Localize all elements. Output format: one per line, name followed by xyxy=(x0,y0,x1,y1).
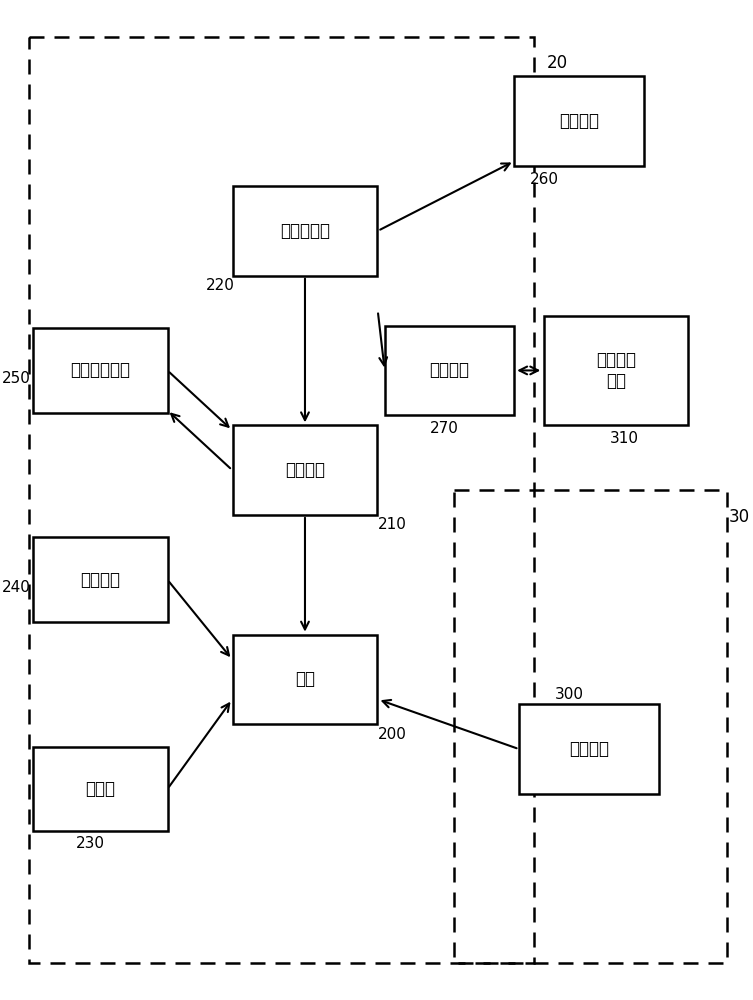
Text: 310: 310 xyxy=(609,431,639,446)
Text: 20: 20 xyxy=(547,54,569,72)
Text: 空气泵: 空气泵 xyxy=(86,780,116,798)
Text: 启动单元: 启动单元 xyxy=(569,740,609,758)
Text: 270: 270 xyxy=(430,421,459,436)
Bar xyxy=(544,316,688,425)
Bar xyxy=(233,186,377,276)
Bar xyxy=(385,326,514,415)
Text: 30: 30 xyxy=(729,508,750,526)
Text: 250: 250 xyxy=(2,371,30,386)
Text: 压力传感单元: 压力传感单元 xyxy=(71,361,131,379)
Text: 260: 260 xyxy=(529,172,559,187)
Bar xyxy=(233,635,377,724)
Bar xyxy=(33,537,168,622)
Bar xyxy=(520,704,659,794)
Bar xyxy=(455,490,727,963)
Text: 300: 300 xyxy=(554,687,584,702)
Text: 230: 230 xyxy=(76,836,105,851)
Text: 微处理单元: 微处理单元 xyxy=(280,222,330,240)
Text: 控制单元: 控制单元 xyxy=(81,571,120,589)
Bar xyxy=(33,328,168,413)
Bar xyxy=(33,747,168,831)
Text: 210: 210 xyxy=(378,517,407,532)
Text: 资料接收
单元: 资料接收 单元 xyxy=(596,351,636,390)
Bar xyxy=(233,425,377,515)
Text: 显示单元: 显示单元 xyxy=(559,112,599,130)
Bar xyxy=(29,37,534,963)
Text: 200: 200 xyxy=(378,727,407,742)
Text: 240: 240 xyxy=(2,580,30,595)
Text: 检测单元: 检测单元 xyxy=(285,461,325,479)
Text: 220: 220 xyxy=(206,278,235,293)
Bar xyxy=(514,76,644,166)
Text: 薄袋: 薄袋 xyxy=(295,670,315,688)
Text: 传输单元: 传输单元 xyxy=(429,361,469,379)
